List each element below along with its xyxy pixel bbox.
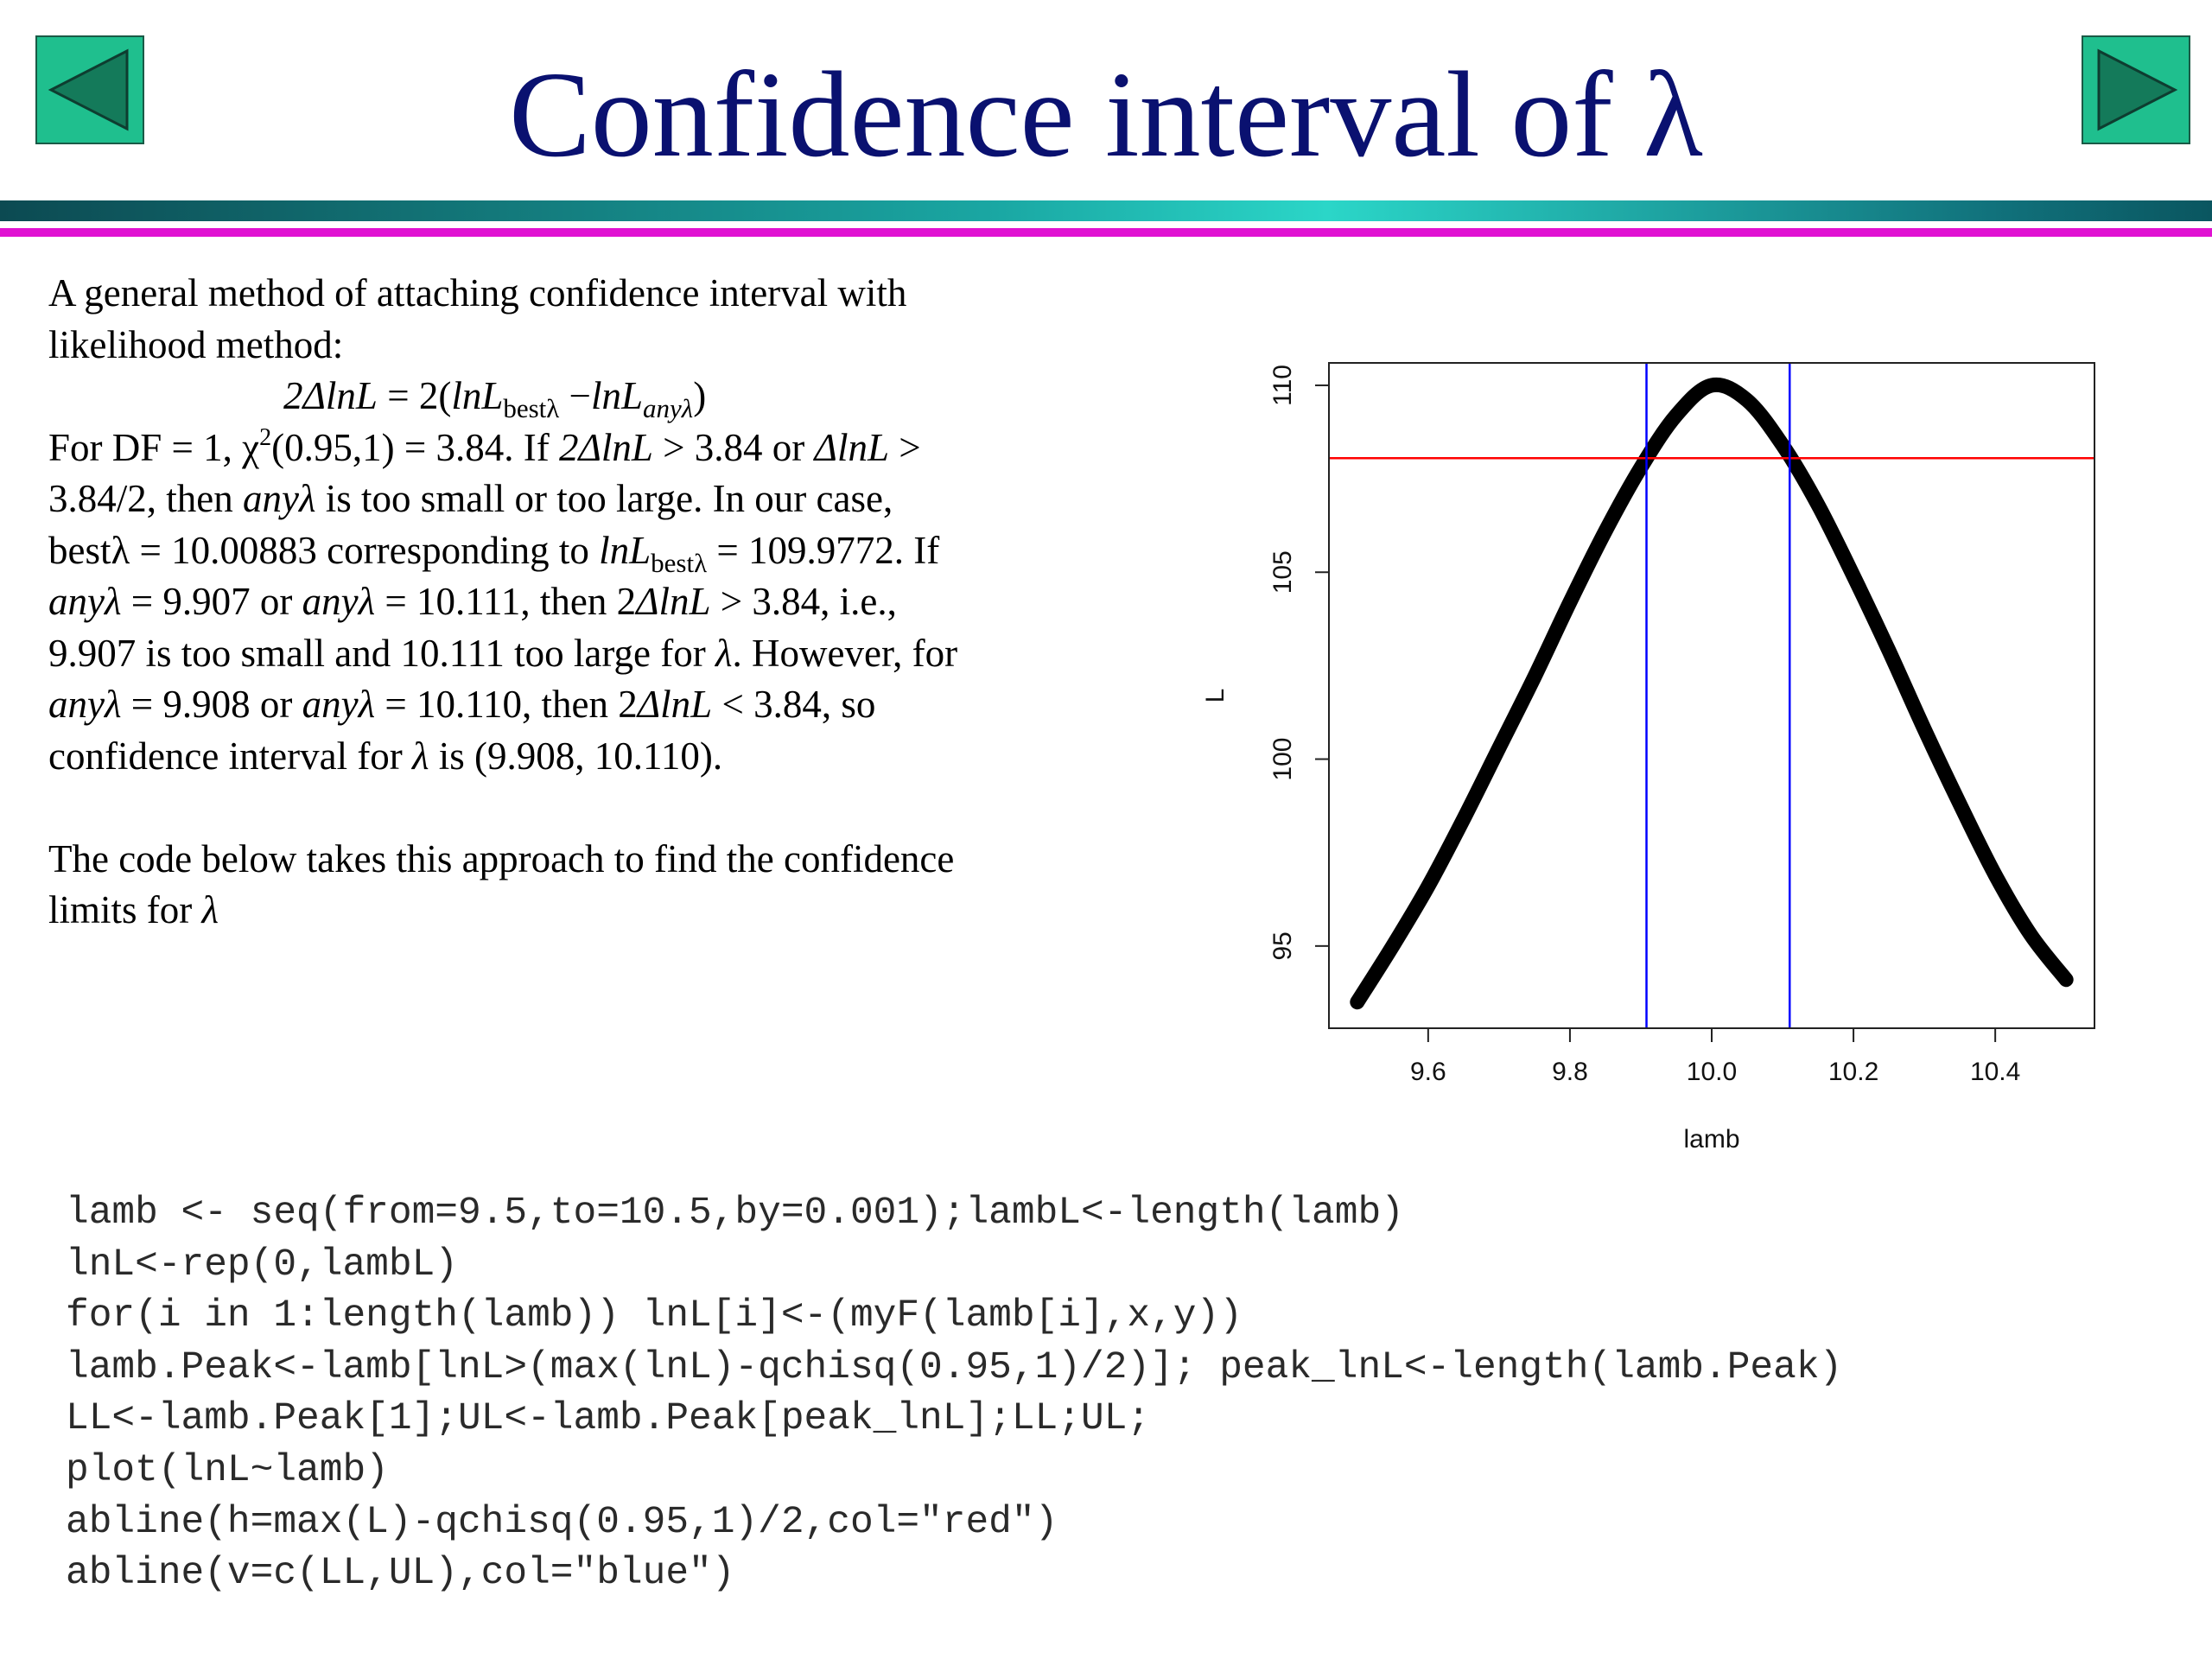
code-line: abline(v=c(LL,UL),col="blue") [66, 1552, 735, 1596]
header-divider-gap [0, 221, 2212, 228]
triangle-right-icon [2097, 48, 2178, 131]
text-run: likelihood method: [48, 322, 344, 366]
math-term: anyλ [302, 683, 376, 726]
likelihood-plot: 9.6 9.8 10.0 10.2 10.4 95 100 105 110 lamb L [1201, 362, 2095, 1154]
math-subscript: anyλ [643, 393, 694, 423]
code-line: abline(h=max(L)-qchisq(0.95,1)/2,col="re… [66, 1500, 1058, 1544]
y-axis-label: L [1201, 689, 1230, 703]
code-line: lamb.Peak<-lamb[lnL>(max(lnL)-qchisq(0.9… [66, 1345, 1843, 1389]
y-tick-label: 110 [1268, 365, 1297, 406]
text-line: 3.84/2, then anyλ is too small or too la… [48, 474, 1172, 525]
text-run: 3.84/2, then [48, 477, 243, 520]
math-subscript: bestλ [651, 547, 708, 578]
math-term: ΔlnL [637, 683, 713, 726]
y-tick-label: 105 [1268, 550, 1297, 594]
header-divider-magenta [0, 228, 2212, 237]
math-term: lnL [451, 374, 504, 417]
text-line: anyλ = 9.907 or anyλ = 10.111, then 2Δln… [48, 576, 1172, 628]
text-run: > 3.84, i.e., [710, 580, 897, 623]
paragraph-gap [48, 782, 1172, 834]
text-line: A general method of attaching confidence… [48, 268, 1172, 320]
code-line: for(i in 1:length(lamb)) lnL[i]<-(myF(la… [66, 1294, 1243, 1338]
code-line: lnL<-rep(0,lambL) [66, 1243, 458, 1287]
text-run: For DF = 1, χ [48, 425, 260, 469]
next-slide-button[interactable] [2082, 35, 2190, 144]
text-run: The code below takes this approach to fi… [48, 836, 955, 880]
x-tick-label: 10.0 [1687, 1058, 1737, 1086]
text-line: bestλ = 10.00883 corresponding to lnLbes… [48, 525, 1172, 577]
math-term: anyλ [302, 580, 376, 623]
text-line: anyλ = 9.908 or anyλ = 10.110, then 2Δln… [48, 679, 1172, 731]
text-run: A general method of attaching confidence… [48, 271, 907, 315]
math-term: 2ΔlnL [283, 374, 378, 417]
math-subscript: bestλ [503, 393, 560, 423]
code-line: lamb <- seq(from=9.5,to=10.5,by=0.001);l… [66, 1192, 1404, 1235]
plot-frame [1328, 362, 2095, 1029]
code-line: plot(lnL~lamb) [66, 1448, 389, 1492]
text-line: 9.907 is too small and 10.111 too large … [48, 628, 1172, 680]
text-run: = 9.908 or [121, 683, 302, 726]
text-run: = 2( [377, 374, 452, 417]
x-tick-label: 10.4 [1970, 1058, 2020, 1086]
text-run: = 109.9772. If [707, 528, 940, 572]
y-tick-label: 95 [1268, 931, 1297, 960]
math-term: anyλ [48, 580, 122, 623]
text-line: likelihood method: [48, 320, 1172, 372]
math-term: 2ΔlnL [558, 425, 653, 469]
x-tick-label: 9.8 [1552, 1058, 1588, 1086]
math-superscript: 2 [259, 423, 272, 451]
explanation-text: A general method of attaching confidence… [48, 268, 1172, 937]
text-run: is (9.908, 10.110). [429, 734, 723, 778]
text-line: confidence interval for λ is (9.908, 10.… [48, 731, 1172, 783]
x-tick-label: 10.2 [1828, 1058, 1878, 1086]
y-tick-label: 100 [1268, 738, 1297, 781]
text-line: For DF = 1, χ2(0.95,1) = 3.84. If 2ΔlnL … [48, 423, 1172, 474]
text-line: limits for λ [48, 885, 1172, 937]
math-term: ΔlnL [814, 425, 889, 469]
math-term: lnL [599, 528, 652, 572]
previous-slide-button[interactable] [35, 35, 144, 144]
text-run: − [559, 374, 591, 417]
text-run: confidence interval for [48, 734, 413, 778]
text-line: The code below takes this approach to fi… [48, 834, 1172, 886]
likelihood-curve [1350, 377, 2074, 1010]
r-code-listing: lamb <- seq(from=9.5,to=10.5,by=0.001);l… [66, 1188, 2191, 1600]
math-term: λ [412, 734, 429, 778]
code-line: LL<-lamb.Peak[1];UL<-lamb.Peak[peak_lnL]… [66, 1397, 1151, 1441]
text-run: = 10.111, then 2 [375, 580, 637, 623]
math-term: λ [715, 631, 733, 675]
text-run: ) [693, 374, 707, 417]
slide-title: Confidence interval of λ [509, 46, 1703, 182]
likelihood-equation: 2ΔlnL = 2(lnLbestλ −lnLanyλ) [48, 371, 1172, 423]
text-run: limits for [48, 888, 202, 931]
text-run: > 3.84 or [652, 425, 815, 469]
math-term: lnL [590, 374, 643, 417]
text-run: bestλ = 10.00883 corresponding to [48, 528, 600, 572]
x-tick-label: 9.6 [1410, 1058, 1446, 1086]
text-run: = 9.907 or [121, 580, 302, 623]
text-run: = 10.110, then 2 [375, 683, 638, 726]
math-term: ΔlnL [636, 580, 711, 623]
text-run: 9.907 is too small and 10.111 too large … [48, 631, 715, 675]
text-run: . However, for [732, 631, 958, 675]
math-term: λ [201, 888, 219, 931]
text-run: (0.95,1) = 3.84. If [271, 425, 559, 469]
math-term: anyλ [48, 683, 122, 726]
math-term: anyλ [242, 477, 316, 520]
triangle-left-icon [48, 48, 129, 131]
text-run: < 3.84, so [712, 683, 876, 726]
text-run: > [889, 425, 921, 469]
header-divider-teal [0, 200, 2212, 221]
x-axis-label: lamb [1683, 1125, 1739, 1154]
text-run: is too small or too large. In our case, [315, 477, 893, 520]
